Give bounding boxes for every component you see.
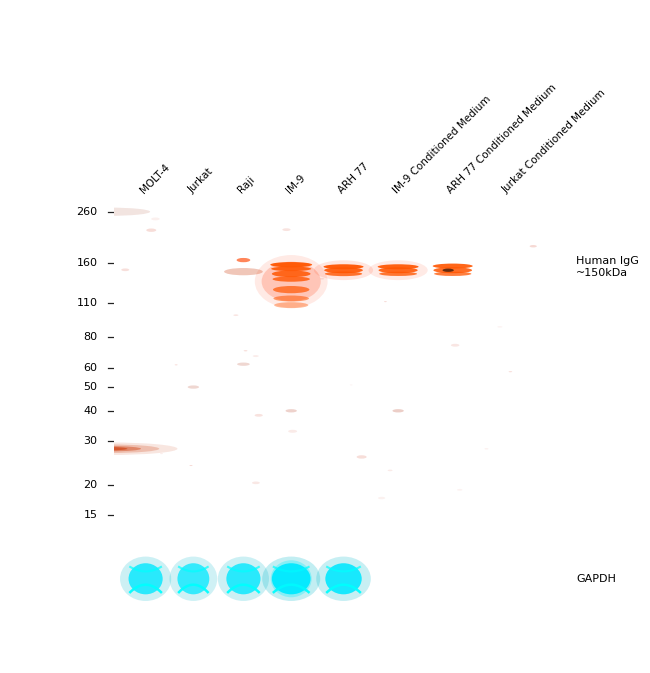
Ellipse shape <box>325 271 362 276</box>
Ellipse shape <box>224 268 263 275</box>
Ellipse shape <box>314 260 373 280</box>
Ellipse shape <box>77 446 141 452</box>
Ellipse shape <box>282 228 291 231</box>
Ellipse shape <box>457 489 462 491</box>
Text: 30: 30 <box>83 436 98 446</box>
Ellipse shape <box>151 217 160 220</box>
Ellipse shape <box>451 344 460 347</box>
Text: 260: 260 <box>76 207 98 217</box>
Ellipse shape <box>273 286 309 293</box>
Ellipse shape <box>270 560 312 598</box>
Ellipse shape <box>285 409 297 413</box>
Text: IM-9: IM-9 <box>284 172 307 195</box>
Ellipse shape <box>433 264 473 269</box>
Text: ARH 77: ARH 77 <box>337 161 370 195</box>
Ellipse shape <box>434 272 471 276</box>
Ellipse shape <box>350 384 353 386</box>
Ellipse shape <box>262 557 320 601</box>
Ellipse shape <box>378 267 418 273</box>
Ellipse shape <box>218 557 269 601</box>
Text: GAPDH: GAPDH <box>577 574 616 583</box>
Ellipse shape <box>252 481 260 484</box>
Ellipse shape <box>443 269 454 272</box>
Ellipse shape <box>255 414 263 417</box>
Text: 15: 15 <box>83 510 98 520</box>
Text: Human IgG
~150kDa: Human IgG ~150kDa <box>577 256 639 278</box>
Ellipse shape <box>160 453 163 454</box>
Text: 40: 40 <box>83 406 98 416</box>
Ellipse shape <box>288 430 297 433</box>
Ellipse shape <box>274 302 308 308</box>
Ellipse shape <box>189 465 192 466</box>
Ellipse shape <box>324 267 363 273</box>
Text: 110: 110 <box>77 298 98 308</box>
Ellipse shape <box>175 364 177 365</box>
Ellipse shape <box>59 444 159 453</box>
Text: 50: 50 <box>83 382 98 392</box>
Ellipse shape <box>369 260 428 280</box>
Ellipse shape <box>271 267 311 271</box>
Text: 80: 80 <box>83 332 98 342</box>
Ellipse shape <box>378 497 385 499</box>
Ellipse shape <box>120 557 171 601</box>
Ellipse shape <box>530 245 537 248</box>
Ellipse shape <box>237 363 250 366</box>
Ellipse shape <box>357 455 367 458</box>
Text: IM-9 Conditioned Medium: IM-9 Conditioned Medium <box>391 94 493 195</box>
Ellipse shape <box>233 314 239 316</box>
Ellipse shape <box>237 258 250 262</box>
Text: Jurkat Conditioned Medium: Jurkat Conditioned Medium <box>500 88 608 195</box>
Text: MOLT-4: MOLT-4 <box>138 162 172 195</box>
Text: 160: 160 <box>77 258 98 269</box>
Ellipse shape <box>387 470 393 471</box>
Ellipse shape <box>226 563 261 594</box>
Ellipse shape <box>68 207 150 216</box>
Ellipse shape <box>274 295 309 302</box>
Ellipse shape <box>261 262 320 302</box>
Ellipse shape <box>177 563 209 594</box>
Ellipse shape <box>320 278 324 279</box>
Ellipse shape <box>393 409 404 413</box>
Ellipse shape <box>434 267 472 273</box>
Ellipse shape <box>41 442 177 455</box>
Ellipse shape <box>188 386 199 389</box>
Ellipse shape <box>272 563 311 594</box>
Ellipse shape <box>170 557 217 601</box>
Ellipse shape <box>378 264 419 269</box>
Ellipse shape <box>272 271 311 277</box>
Ellipse shape <box>508 371 512 372</box>
Ellipse shape <box>122 269 129 271</box>
Text: ARH 77 Conditioned Medium: ARH 77 Conditioned Medium <box>446 82 558 195</box>
Ellipse shape <box>484 448 489 450</box>
Ellipse shape <box>253 355 259 357</box>
Text: 20: 20 <box>83 480 98 489</box>
Ellipse shape <box>91 447 127 450</box>
Ellipse shape <box>244 350 248 351</box>
Text: 60: 60 <box>83 363 98 373</box>
Ellipse shape <box>272 277 310 282</box>
Ellipse shape <box>270 262 312 267</box>
Ellipse shape <box>316 557 370 601</box>
Text: Raji: Raji <box>237 174 257 195</box>
Text: Jurkat: Jurkat <box>187 166 215 195</box>
Ellipse shape <box>255 255 328 308</box>
Ellipse shape <box>324 264 363 269</box>
Ellipse shape <box>146 229 156 232</box>
Ellipse shape <box>325 563 361 594</box>
Ellipse shape <box>379 272 417 276</box>
Ellipse shape <box>129 563 162 594</box>
